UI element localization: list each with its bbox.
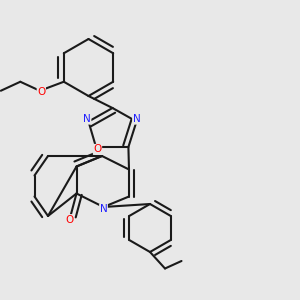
Text: N: N — [83, 114, 91, 124]
Text: N: N — [100, 204, 107, 214]
Text: O: O — [37, 87, 45, 97]
Text: O: O — [93, 144, 102, 154]
Text: O: O — [65, 214, 73, 225]
Text: N: N — [133, 114, 140, 124]
